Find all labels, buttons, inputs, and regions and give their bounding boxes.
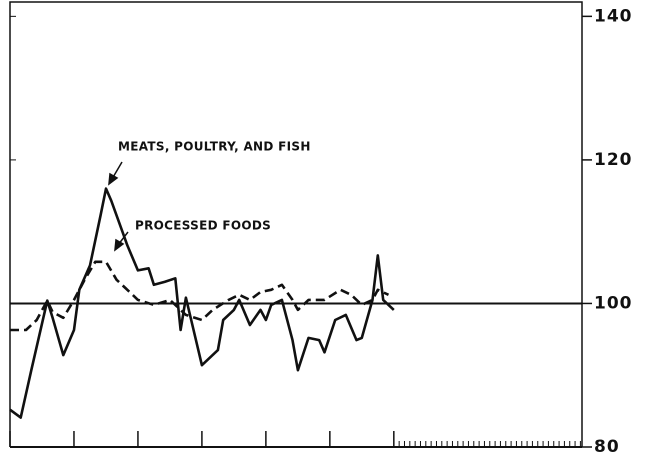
annotation-arrows: [108, 161, 129, 252]
data-line: [9, 187, 395, 419]
y-tick-label: 80: [594, 437, 620, 454]
arrow-head: [114, 238, 125, 252]
arrow-head: [108, 172, 119, 186]
y-tick-label: 120: [594, 150, 633, 170]
annotation: MEATS, POULTRY, AND FISH: [118, 140, 311, 154]
data-line: [10, 260, 390, 332]
y-tick-label: 100: [594, 293, 633, 313]
y-tick-label: 140: [594, 6, 633, 26]
annotation: PROCESSED FOODS: [135, 219, 271, 233]
plot-frame: [9, 1, 583, 447]
